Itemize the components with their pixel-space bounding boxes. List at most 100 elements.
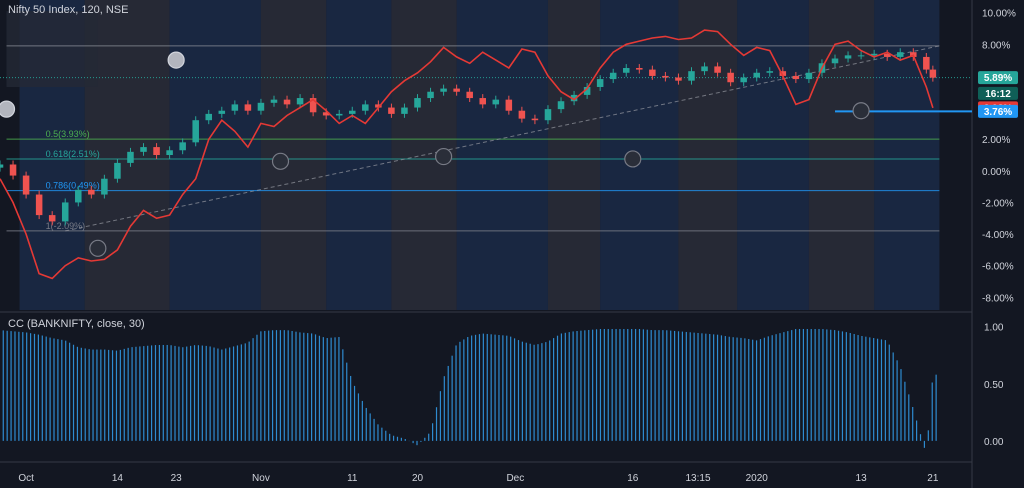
price-badge — [978, 104, 1018, 118]
candle-body — [649, 69, 656, 76]
candle-body — [75, 189, 82, 203]
time-axis-tick: 16 — [627, 473, 639, 484]
candle-body — [127, 151, 134, 163]
candle-body — [205, 113, 213, 121]
candle-body — [805, 72, 813, 80]
candle-body — [714, 66, 721, 73]
time-axis-tick: 21 — [927, 473, 939, 484]
time-axis-tick: 13:15 — [685, 473, 710, 484]
candle-body — [583, 86, 591, 95]
candle-body — [453, 88, 460, 92]
time-axis-tick: Dec — [506, 473, 524, 484]
candle-body — [929, 69, 937, 78]
candle-body — [531, 118, 539, 121]
candle-body — [166, 150, 173, 155]
candle-body — [440, 88, 447, 92]
candle-body — [766, 71, 774, 73]
session-band — [547, 0, 601, 310]
price-axis-tick: -2.00% — [982, 198, 1014, 209]
session-band — [260, 0, 327, 310]
candle-body — [505, 99, 513, 111]
candle-body — [844, 55, 852, 59]
candle-body — [923, 56, 930, 70]
candle-body — [870, 53, 878, 56]
candle-body — [896, 52, 904, 57]
session-band — [737, 0, 809, 310]
session-band — [456, 0, 548, 310]
candle-body — [466, 91, 473, 99]
price-badge — [978, 71, 1018, 85]
candle-body — [688, 71, 695, 81]
session-band — [874, 0, 940, 310]
candle-body — [61, 202, 69, 222]
time-axis-tick: 23 — [171, 473, 183, 484]
chart-marker-circle — [89, 239, 107, 257]
candle-body — [0, 164, 4, 168]
cc-axis-tick: 0.50 — [984, 380, 1004, 391]
candle-body — [309, 98, 317, 113]
time-axis-tick: Oct — [18, 473, 34, 484]
price-badge-label: 5.89% — [984, 73, 1012, 84]
candle-body — [740, 77, 747, 83]
session-band — [169, 0, 261, 310]
price-badge-label: 3.76% — [984, 107, 1012, 118]
candle-body — [544, 109, 552, 121]
candle-body — [727, 72, 734, 83]
candle-body — [218, 110, 226, 114]
time-axis-tick: 11 — [347, 473, 358, 484]
candle-body — [257, 102, 265, 111]
candle-body — [753, 72, 760, 78]
candle-body — [492, 99, 500, 105]
price-badge — [978, 86, 1018, 100]
candle-body — [114, 162, 121, 179]
candle-body — [48, 215, 56, 222]
candle-body — [283, 99, 291, 105]
chart-marker-circle — [271, 152, 290, 170]
candle-body — [636, 68, 643, 70]
candle-body — [153, 147, 160, 155]
session-band — [678, 0, 738, 310]
fib-level-label: 0.786(0.49%) — [46, 181, 100, 191]
price-axis-tick: -4.00% — [982, 230, 1014, 241]
fib-level-label: 1(-2.09%) — [46, 221, 86, 231]
candle-body — [335, 113, 343, 116]
candle-body — [349, 110, 356, 114]
candle-body — [362, 104, 369, 111]
candle-body — [792, 75, 800, 80]
candle-body — [192, 120, 199, 143]
candle-body — [557, 101, 565, 110]
cc-axis-tick: 1.00 — [984, 323, 1004, 334]
price-axis-tick: 0.00% — [982, 167, 1010, 178]
session-band — [326, 0, 392, 310]
candle-body — [244, 104, 252, 111]
main-chart-title: Nifty 50 Index, 120, NSE — [8, 4, 129, 16]
chart-marker-circle — [434, 147, 453, 166]
price-axis-tick: 10.00% — [982, 9, 1016, 20]
candle-body — [231, 104, 239, 111]
candle-body — [388, 107, 395, 114]
candle-body — [609, 72, 617, 80]
candle-body — [375, 104, 382, 108]
time-axis-tick: 14 — [112, 473, 124, 484]
candle-body — [779, 71, 787, 76]
candle-body — [401, 107, 408, 114]
price-axis-tick: 8.00% — [982, 40, 1010, 51]
candle-body — [140, 147, 147, 152]
candle-body — [296, 98, 304, 105]
candle-body — [518, 110, 526, 119]
candle-body — [179, 142, 186, 151]
fib-level-label: 0.5(3.93%) — [46, 129, 90, 139]
candle-body — [427, 91, 434, 99]
candle-body — [857, 55, 865, 57]
candle-body — [9, 164, 17, 176]
time-axis-tick: 2020 — [746, 473, 769, 484]
cc-axis-tick: 0.00 — [984, 437, 1004, 448]
candle-body — [270, 99, 278, 103]
cc-panel-title: CC (BANKNIFTY, close, 30) — [8, 318, 145, 330]
chart-marker-circle — [167, 51, 185, 69]
candle-body — [701, 66, 708, 72]
time-axis-tick: Nov — [252, 473, 270, 484]
time-axis-tick: 13 — [856, 473, 868, 484]
